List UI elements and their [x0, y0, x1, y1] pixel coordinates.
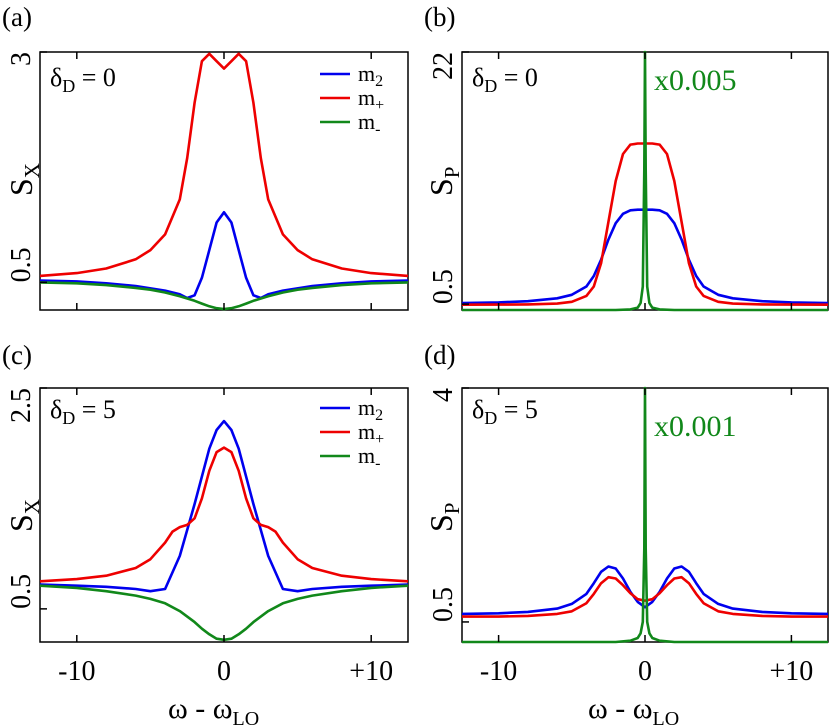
panel-d: -10 0 +10 0.5 4 δD = 5 x0.001: [428, 386, 829, 687]
x-tick-label: -10: [58, 656, 95, 687]
x-axis-label: ω - ωLO: [168, 692, 259, 728]
y-axis-label: SX: [3, 163, 44, 196]
panel-label: (c): [2, 340, 32, 370]
series-line-m2: [461, 565, 829, 616]
y-tick-label: 4: [428, 388, 459, 402]
series-line-m: [462, 575, 828, 618]
y-tick-label: 0.5: [428, 587, 459, 622]
y-axis-label: SX: [3, 499, 44, 532]
x-tick-label: +10: [770, 656, 814, 687]
annotation-delta-d: δD = 0: [472, 63, 538, 96]
x-tick-label: +10: [349, 656, 393, 687]
panel-label: (b): [424, 2, 455, 32]
panel-label: (d): [424, 340, 455, 370]
annotation-delta-d: δD = 5: [472, 395, 538, 428]
x-tick-label: -10: [480, 656, 517, 687]
y-tick-label: 3: [6, 52, 37, 66]
annotation-delta-d: δD = 0: [50, 63, 116, 96]
y-tick-label: 2.5: [6, 388, 37, 423]
annotation-delta-d: δD = 5: [50, 395, 116, 428]
legend-entry: m+: [358, 419, 384, 448]
series-line-m: [39, 446, 409, 583]
y-tick-label: 22: [428, 52, 459, 80]
series-line-m2: [39, 419, 409, 593]
series-line-m2: [39, 211, 409, 300]
panel-label: (a): [2, 2, 32, 32]
legend-entry: m-: [358, 109, 380, 138]
y-tick-label: 0.5: [6, 574, 37, 609]
plot-frame: [39, 51, 409, 311]
scale-factor-label: x0.001: [654, 410, 737, 443]
plot-frame: [39, 387, 409, 643]
series-line-m: [39, 52, 409, 278]
y-tick-label: 0.5: [428, 269, 459, 304]
panel-a: 0.5 3 δD = 0 m2m+m-: [6, 51, 409, 311]
x-axis-label: ω - ωLO: [588, 692, 679, 728]
x-tick-label: 0: [638, 656, 652, 687]
scale-factor-label: x0.005: [654, 64, 737, 97]
legend-entry: m2: [358, 61, 383, 90]
y-axis-label: SP: [423, 167, 464, 196]
y-tick-label: 0.5: [6, 247, 37, 282]
legend-entry: m+: [358, 85, 384, 114]
y-axis-label: SP: [423, 503, 464, 532]
x-tick-label: 0: [217, 656, 231, 687]
legend-entry: m2: [358, 395, 383, 424]
panel-b: 0.5 22 δD = 0 x0.005: [428, 50, 829, 312]
panel-c: -10 0 +10 0.5 2.5 δD = 5 m2m+m-: [6, 387, 409, 687]
legend-entry: m-: [358, 443, 380, 472]
